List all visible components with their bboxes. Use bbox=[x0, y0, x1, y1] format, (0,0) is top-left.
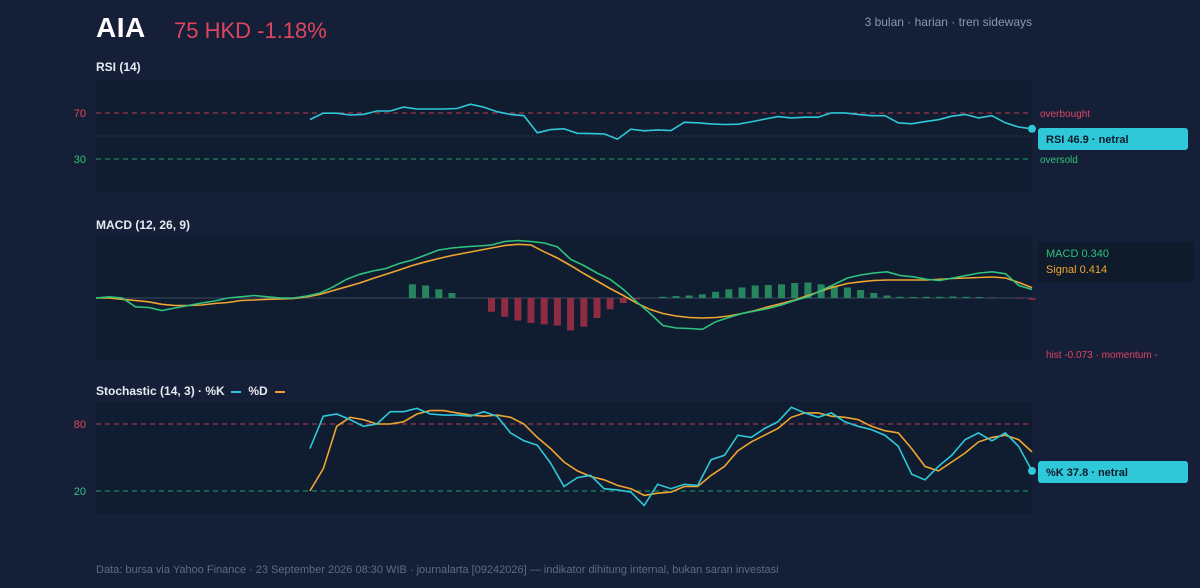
macd-hist-bar bbox=[778, 284, 785, 299]
stoch-value-tag-text: %K 37.8 · netral bbox=[1046, 467, 1128, 479]
macd-hist-bar bbox=[567, 298, 575, 331]
macd-hist-bar bbox=[804, 282, 812, 298]
macd-hist-bar bbox=[843, 287, 851, 298]
k-legend-swatch bbox=[231, 390, 242, 393]
rsi-last-point bbox=[1028, 124, 1036, 133]
macd-hist-bar bbox=[606, 298, 614, 310]
rsi-line bbox=[309, 103, 1033, 141]
footer-note: Data: bursa via Yahoo Finance · 23 Septe… bbox=[96, 564, 779, 576]
macd-hist-bar bbox=[764, 285, 772, 298]
macd-hist-bar bbox=[975, 297, 983, 298]
macd-hist-bar bbox=[949, 296, 957, 298]
macd-line bbox=[95, 239, 1033, 331]
macd-hist-bar bbox=[672, 296, 680, 298]
macd-hist-bar bbox=[909, 297, 917, 298]
macd-hist-bar bbox=[619, 298, 627, 303]
macd-hist-bar bbox=[422, 285, 430, 298]
rsi-value-tag bbox=[1038, 128, 1188, 150]
stoch-d-line bbox=[309, 409, 1033, 497]
macd-hist-bar bbox=[659, 296, 667, 299]
stoch-value-tag bbox=[1038, 461, 1188, 483]
macd-hist-bar bbox=[580, 298, 588, 327]
macd-hist-bar bbox=[540, 298, 548, 325]
macd-hist-bar bbox=[751, 285, 759, 298]
macd-panel: MACD 0.340 Signal 0.414 hist -0.073 · mo… bbox=[95, 236, 1194, 361]
stoch-last-point bbox=[1028, 466, 1036, 475]
macd-hist-bar bbox=[962, 296, 970, 299]
macd-hist-bar bbox=[830, 286, 838, 298]
macd-hist-bar bbox=[936, 296, 944, 299]
macd-hist-bar bbox=[488, 298, 495, 312]
stoch-k-line bbox=[309, 406, 1033, 507]
macd-hist-bar bbox=[1028, 298, 1036, 300]
hist-value-label: hist -0.073 · momentum - bbox=[1046, 350, 1158, 361]
macd-hist-bar bbox=[725, 289, 733, 299]
macd-hist-bar bbox=[553, 298, 561, 326]
d-legend-label: %D bbox=[248, 384, 268, 398]
signal-line bbox=[96, 243, 1033, 319]
signal-value-label: Signal 0.414 bbox=[1046, 264, 1107, 276]
d-legend-swatch bbox=[275, 390, 286, 393]
rsi-tick-70: 70 bbox=[74, 108, 86, 120]
macd-hist-bar bbox=[857, 290, 865, 298]
rsi-oversold-label: oversold bbox=[1040, 155, 1078, 166]
stoch-tick-80: 80 bbox=[74, 419, 86, 431]
rsi-panel: 70 30 overbought oversold RSI 46.9 · net… bbox=[74, 80, 1188, 192]
macd-hist-bar bbox=[1015, 298, 1023, 299]
macd-hist-bar bbox=[408, 284, 416, 299]
rsi-overbought-label: overbought bbox=[1040, 109, 1090, 120]
macd-hist-bar bbox=[989, 297, 996, 298]
macd-hist-bar bbox=[633, 298, 640, 300]
macd-hist-bar bbox=[435, 289, 443, 299]
macd-hist-bar bbox=[896, 296, 904, 299]
macd-hist-bar bbox=[448, 293, 456, 298]
macd-value-label: MACD 0.340 bbox=[1046, 248, 1109, 260]
stoch-panel: 80 20 %K 37.8 · netral bbox=[74, 402, 1188, 514]
macd-hist-bar bbox=[685, 295, 693, 298]
macd-hist-bar bbox=[870, 293, 878, 298]
ticker-symbol: AIA bbox=[96, 12, 146, 43]
macd-hist-bar bbox=[791, 283, 799, 298]
rsi-tick-30: 30 bbox=[74, 154, 86, 166]
price-change: 75 HKD -1.18% bbox=[174, 18, 327, 43]
stoch-tick-20: 20 bbox=[74, 486, 86, 498]
macd-hist-bar bbox=[593, 298, 601, 318]
stoch-title-text: Stochastic (14, 3) · %K bbox=[96, 384, 225, 398]
macd-hist-bar bbox=[883, 295, 891, 298]
macd-hist-bar bbox=[923, 296, 930, 299]
macd-hist-bar bbox=[527, 298, 535, 323]
macd-hist-bar bbox=[514, 298, 522, 321]
stoch-plot-area bbox=[96, 402, 1032, 514]
rsi-value-tag-text: RSI 46.9 · netral bbox=[1046, 134, 1129, 146]
macd-hist-bar bbox=[738, 287, 746, 298]
macd-legend-box bbox=[1038, 242, 1194, 282]
rsi-panel-title: RSI (14) bbox=[96, 60, 141, 74]
macd-hist-bar bbox=[501, 298, 509, 317]
macd-hist-bar bbox=[698, 294, 706, 299]
stoch-panel-title: Stochastic (14, 3) · %K %D bbox=[96, 384, 286, 398]
macd-hist-bar bbox=[712, 291, 720, 299]
chart-subtitle: 3 bulan · harian · tren sideways bbox=[864, 15, 1032, 29]
macd-panel-title: MACD (12, 26, 9) bbox=[96, 218, 191, 232]
